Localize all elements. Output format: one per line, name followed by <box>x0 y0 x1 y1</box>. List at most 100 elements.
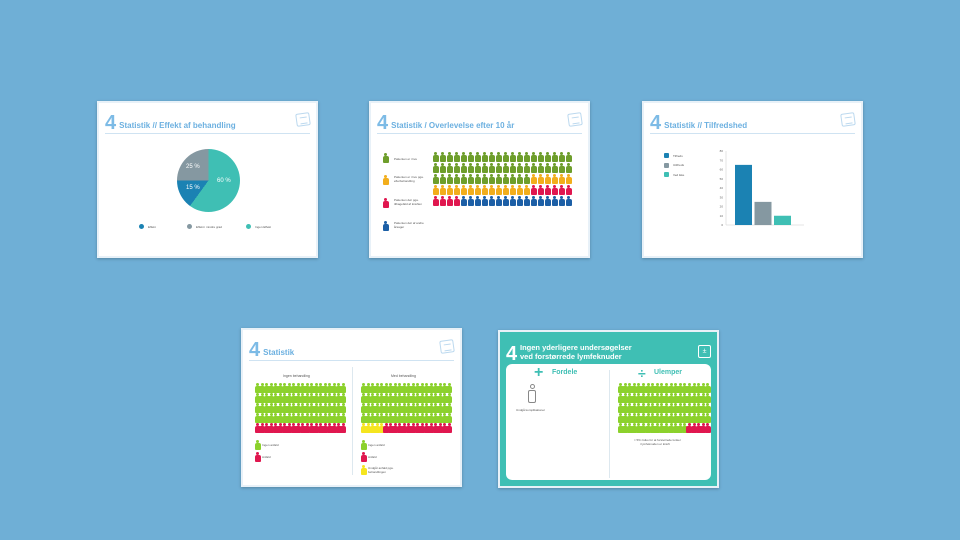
person-icon <box>446 196 453 206</box>
person-icon <box>437 393 443 403</box>
person-icon <box>268 413 274 423</box>
person-icon <box>254 413 260 423</box>
person-icon <box>649 413 656 423</box>
slide-header: 4 Statistik // Effekt af behandling <box>105 112 310 134</box>
person-icon <box>428 423 434 433</box>
person-icon <box>700 413 706 423</box>
pie-label-mindre: 25 % <box>186 164 200 170</box>
bar-ved-ikke <box>774 215 791 225</box>
person-icon <box>645 423 651 433</box>
slide-thumbnail-statistik[interactable]: 4 Statistik Ingen behandling Med behandli… <box>241 328 462 487</box>
person-icon <box>516 163 523 173</box>
person-icon <box>432 383 438 393</box>
slide-title-line2: ved forstørrede lymfeknuder <box>520 352 622 361</box>
person-icon <box>622 403 628 413</box>
person-icon <box>565 174 572 184</box>
pictogram-row <box>432 152 572 163</box>
person-icon <box>423 413 429 423</box>
legend-label: Ingen anfald <box>262 443 279 447</box>
person-icon <box>360 465 367 475</box>
person-icon <box>626 403 633 413</box>
person-outline-icon <box>528 384 536 404</box>
person-icon <box>695 413 701 423</box>
person-icon <box>432 152 439 162</box>
person-icon <box>374 383 380 393</box>
person-icon <box>537 185 544 195</box>
legend-label: Utilfreds <box>673 163 685 167</box>
person-icon <box>263 423 269 433</box>
person-icon <box>317 423 323 433</box>
person-icon <box>295 423 301 433</box>
person-icon <box>410 423 416 433</box>
person-icon <box>423 423 429 433</box>
person-icon <box>446 152 453 162</box>
person-icon <box>392 413 398 423</box>
person-icon <box>335 423 341 433</box>
person-icon <box>672 413 679 423</box>
divider <box>609 370 610 478</box>
person-icon <box>382 153 389 163</box>
legend-swatch <box>246 224 251 229</box>
person-icon <box>704 383 711 393</box>
person-icon <box>481 174 488 184</box>
person-icon <box>460 163 467 173</box>
person-icon <box>617 393 623 403</box>
person-icon <box>558 196 565 206</box>
person-icon <box>460 174 467 184</box>
person-icon <box>645 403 651 413</box>
person-icon <box>396 383 402 393</box>
person-icon <box>414 383 420 393</box>
slide-thumbnail-tilfredshed[interactable]: 4 Statistik // Tilfredshed Tilfreds Utilfr… <box>642 101 863 258</box>
person-icon <box>437 413 443 423</box>
person-icon <box>401 423 407 433</box>
slide-thumbnail-overlevelse[interactable]: 4 Statistik / Overlevelse efter 10 år Pat… <box>369 101 590 258</box>
person-icon <box>317 383 323 393</box>
legend-label: Patienten dør af andre årsager <box>394 221 424 229</box>
person-icon <box>268 393 274 403</box>
person-icon <box>668 383 674 393</box>
person-icon <box>537 196 544 206</box>
person-icon <box>299 403 305 413</box>
person-icon <box>428 403 434 413</box>
person-icon <box>382 221 389 231</box>
person-icon <box>640 383 646 393</box>
person-icon <box>495 152 502 162</box>
person-icon <box>617 413 623 423</box>
person-icon <box>263 413 269 423</box>
person-icon <box>530 163 537 173</box>
person-icon <box>502 152 509 162</box>
legend-item: Utilfreds <box>664 162 685 168</box>
person-icon <box>254 393 260 403</box>
person-icon <box>565 185 572 195</box>
person-icon <box>640 403 646 413</box>
person-icon <box>414 423 420 433</box>
person-icon <box>414 413 420 423</box>
person-icon <box>481 152 488 162</box>
section-number: 4 <box>249 339 261 361</box>
person-icon <box>392 393 398 403</box>
documents-icon <box>840 112 856 127</box>
person-icon <box>313 393 319 403</box>
legend-swatch <box>139 224 144 229</box>
person-icon <box>401 393 407 403</box>
person-icon <box>396 403 402 413</box>
slide-thumbnail-ingen-undersogelser[interactable]: 4 Ingen yderligere undersøgelser ved for… <box>498 330 719 488</box>
person-icon <box>369 423 375 433</box>
bar-chart: 0 10 20 30 40 50 60 70 80 <box>720 149 804 227</box>
person-icon <box>432 163 439 173</box>
person-icon <box>308 383 314 393</box>
person-icon <box>286 403 292 413</box>
person-icon <box>700 423 706 433</box>
person-icon <box>365 413 371 423</box>
person-icon <box>308 423 314 433</box>
person-icon <box>383 413 389 423</box>
person-icon <box>432 413 438 423</box>
slide-thumbnail-effekt[interactable]: 4 Statistik // Effekt af behandling 60 % … <box>97 101 318 258</box>
person-icon <box>432 185 439 195</box>
person-icon <box>392 383 398 393</box>
person-icon <box>617 403 623 413</box>
person-icon <box>626 393 633 403</box>
person-icon <box>428 413 434 423</box>
person-icon <box>360 393 366 403</box>
person-icon <box>658 393 665 403</box>
